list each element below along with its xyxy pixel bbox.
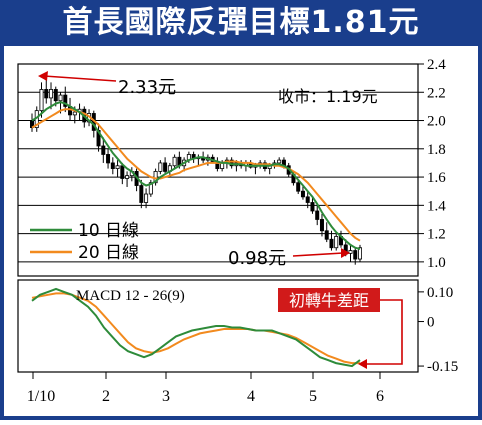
candle-body (53, 89, 58, 102)
candle-body (115, 165, 120, 169)
low-label: 0.98元 (228, 248, 286, 269)
candle-body (310, 202, 315, 212)
chart-svg: 2.4 2.2 2.0 1.8 1.6 1.4 1.2 1.0 0.10 0 -0.15 1/10… (17, 57, 458, 405)
price-tick-label: 1.0 (427, 255, 446, 271)
candle-body (63, 94, 68, 107)
chart-title: 首長國際反彈目標1.81元 (62, 5, 420, 40)
x-tick-label: 4 (247, 388, 255, 405)
candle-body (72, 111, 77, 116)
candle-body (353, 250, 358, 260)
high-annotation: 2.33元 (38, 71, 176, 98)
macd-annotation-box (278, 288, 380, 312)
macd-tick-label: 0.10 (427, 285, 453, 301)
macd-tick-label: -0.15 (427, 359, 458, 375)
price-tick-label: 1.6 (427, 170, 446, 186)
candle-body (315, 210, 320, 220)
candle-body (300, 190, 305, 198)
candle-body (125, 175, 130, 179)
legend-label-ma10: 10 日線 (78, 221, 139, 241)
macd-annotation-connector (365, 299, 403, 365)
low-annotation: 0.98元 (228, 248, 350, 269)
candle-body (324, 230, 329, 240)
x-tick-label: 6 (376, 388, 384, 405)
candle-body (39, 89, 44, 112)
candle-body (277, 159, 282, 164)
price-axis: 2.4 2.2 2.0 1.8 1.6 1.4 1.2 1.0 (418, 57, 446, 271)
candle-body (106, 154, 111, 164)
candle-body (172, 156, 177, 167)
candle-body (296, 182, 301, 192)
close-label: 收市：1.19元 (278, 87, 378, 106)
macd-annotation: 初轉牛差距 (278, 288, 403, 369)
ma20-line (31, 108, 361, 242)
candle-body (49, 89, 54, 99)
candle-body (329, 238, 334, 249)
candle-body (144, 193, 149, 203)
candle-body (58, 94, 63, 102)
macd-signal-line (31, 292, 360, 365)
candle-body (348, 250, 353, 254)
macd-label: MACD 12 - 26(9) (76, 288, 185, 304)
price-tick-label: 2.4 (427, 57, 446, 73)
x-tick-label: 2 (102, 388, 110, 405)
candle-body (148, 182, 153, 195)
candle-body (158, 162, 163, 172)
high-label: 2.33元 (118, 77, 176, 98)
candle-body (120, 165, 125, 179)
price-tick-label: 1.8 (427, 142, 446, 158)
candle-body (319, 219, 324, 232)
candle-body (139, 185, 144, 203)
macd-lines (31, 287, 361, 368)
candle-body (110, 162, 115, 169)
macd-tick-label: 0 (427, 315, 435, 331)
legend-label-ma20: 20 日線 (78, 243, 139, 263)
x-tick-label: 5 (309, 388, 317, 405)
macd-annotation-arrow-head (358, 359, 367, 369)
price-panel-frame (17, 63, 419, 277)
x-axis: 1/10 2 3 4 5 6 (27, 372, 384, 405)
candle-body (101, 145, 106, 155)
x-tick-label: 3 (162, 388, 170, 405)
candle-body (334, 236, 339, 249)
macd-annotation-text: 初轉牛差距 (289, 291, 369, 310)
macd-panel-frame (17, 279, 419, 373)
candle-body (357, 247, 362, 260)
price-tick-label: 2.0 (427, 114, 446, 130)
price-tick-label: 1.2 (427, 227, 446, 243)
price-gridlines (18, 91, 418, 263)
low-arrow-head (341, 248, 350, 258)
candle-body (305, 196, 310, 203)
price-tick-label: 2.2 (427, 85, 446, 101)
moving-averages (31, 101, 361, 251)
chart-area: 2.4 2.2 2.0 1.8 1.6 1.4 1.2 1.0 0.10 0 -0.15 1/10… (8, 46, 474, 420)
macd-axis: 0.10 0 -0.15 (418, 285, 458, 375)
legend: 10 日線 20 日線 (30, 221, 139, 263)
title-bar (0, 0, 482, 46)
high-arrow-head (38, 71, 48, 81)
candle-body (163, 162, 168, 172)
ma10-line (31, 101, 361, 251)
x-tick-label: 1/10 (27, 388, 55, 405)
candle-body (44, 89, 49, 99)
macd-line (31, 287, 361, 368)
price-tick-label: 1.4 (427, 198, 446, 214)
